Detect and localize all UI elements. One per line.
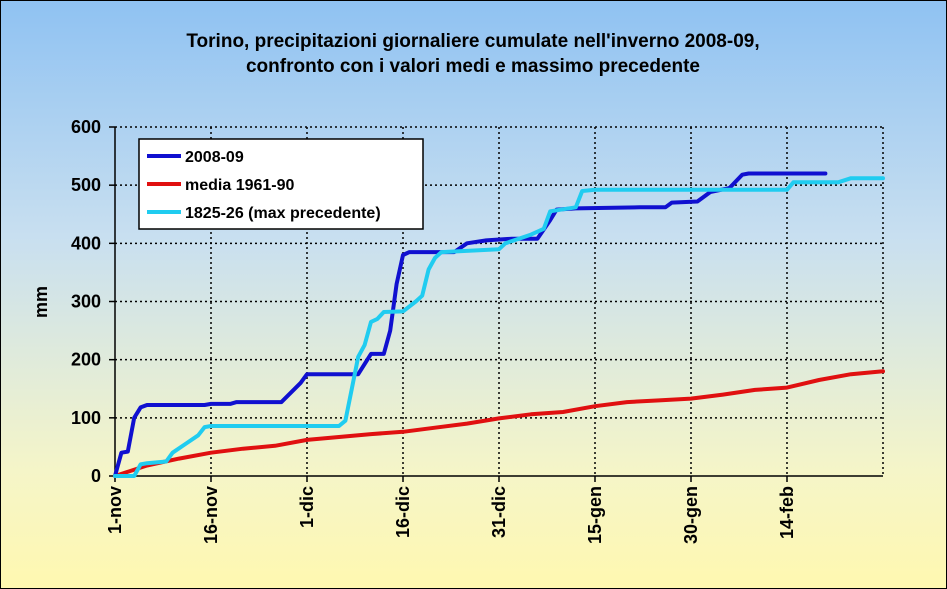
legend-box: [138, 138, 424, 230]
chart-title-line1: Torino, precipitazioni giornaliere cumul…: [186, 31, 759, 52]
y-tick-label: 0: [91, 466, 101, 486]
y-tick-label: 200: [71, 350, 101, 370]
series-line-0: [113, 171, 828, 478]
legend-label: 1825-26 (max precedente): [185, 205, 381, 222]
series-group: [113, 171, 885, 478]
y-tick-label: 300: [71, 292, 101, 312]
series-line-1: [113, 369, 885, 478]
y-tick-label: 600: [71, 117, 101, 137]
legend: 2008-09 media 1961-90 1825-26 (max precede…: [138, 138, 424, 230]
x-tick-label: 16-dic: [393, 486, 413, 538]
y-axis-label: mm: [31, 286, 51, 318]
series-line-2: [113, 176, 885, 478]
x-tick-label: 15-gen: [585, 486, 605, 544]
y-tick-label: 100: [71, 408, 101, 428]
grid: [115, 126, 884, 476]
chart-title-line2: confronto con i valori medi e massimo pr…: [246, 56, 700, 77]
x-tick-label: 1-dic: [297, 486, 317, 528]
axes: 0 100 200 300 400 500 600 1-nov 16-nov 1-dic 16-di…: [71, 117, 883, 544]
x-tick-label: 31-dic: [489, 486, 509, 538]
y-tick-label: 500: [71, 175, 101, 195]
x-tick-label: 1-nov: [105, 486, 125, 534]
x-tick-label: 30-gen: [681, 486, 701, 544]
legend-label: media 1961-90: [185, 177, 295, 194]
x-tick-label: 14-feb: [777, 486, 797, 539]
legend-label: 2008-09: [185, 149, 244, 166]
y-tick-label: 400: [71, 233, 101, 253]
x-tick-label: 16-nov: [201, 486, 221, 544]
